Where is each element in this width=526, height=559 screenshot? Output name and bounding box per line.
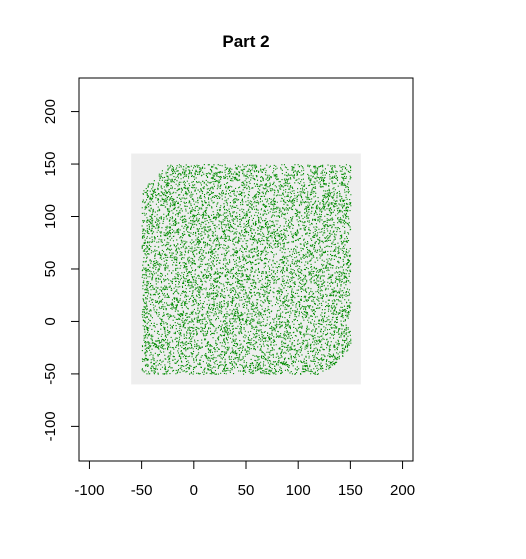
x-tick-label: 100 bbox=[286, 482, 311, 499]
chart-title: Part 2 bbox=[222, 32, 269, 51]
y-tick-label: -100 bbox=[42, 411, 59, 441]
y-tick-label: -50 bbox=[42, 363, 59, 385]
x-tick-label: -50 bbox=[131, 482, 153, 499]
y-tick-label: 200 bbox=[42, 99, 59, 124]
x-axis: -100 -50 0 50 100 150 200 bbox=[74, 460, 415, 499]
x-tick-label: -100 bbox=[74, 482, 104, 499]
y-tick-label: 50 bbox=[42, 261, 59, 278]
y-tick-label: 100 bbox=[42, 204, 59, 229]
scatter-series bbox=[141, 164, 352, 375]
y-axis: -100 -50 0 50 100 150 200 bbox=[42, 99, 80, 441]
x-tick-label: 200 bbox=[390, 482, 415, 499]
scatter-points-series-0 bbox=[141, 164, 352, 375]
y-tick-label: 0 bbox=[42, 317, 59, 325]
x-tick-label: 0 bbox=[190, 482, 198, 499]
x-tick-label: 150 bbox=[338, 482, 363, 499]
y-tick-label: 150 bbox=[42, 152, 59, 177]
x-tick-label: 50 bbox=[238, 482, 255, 499]
